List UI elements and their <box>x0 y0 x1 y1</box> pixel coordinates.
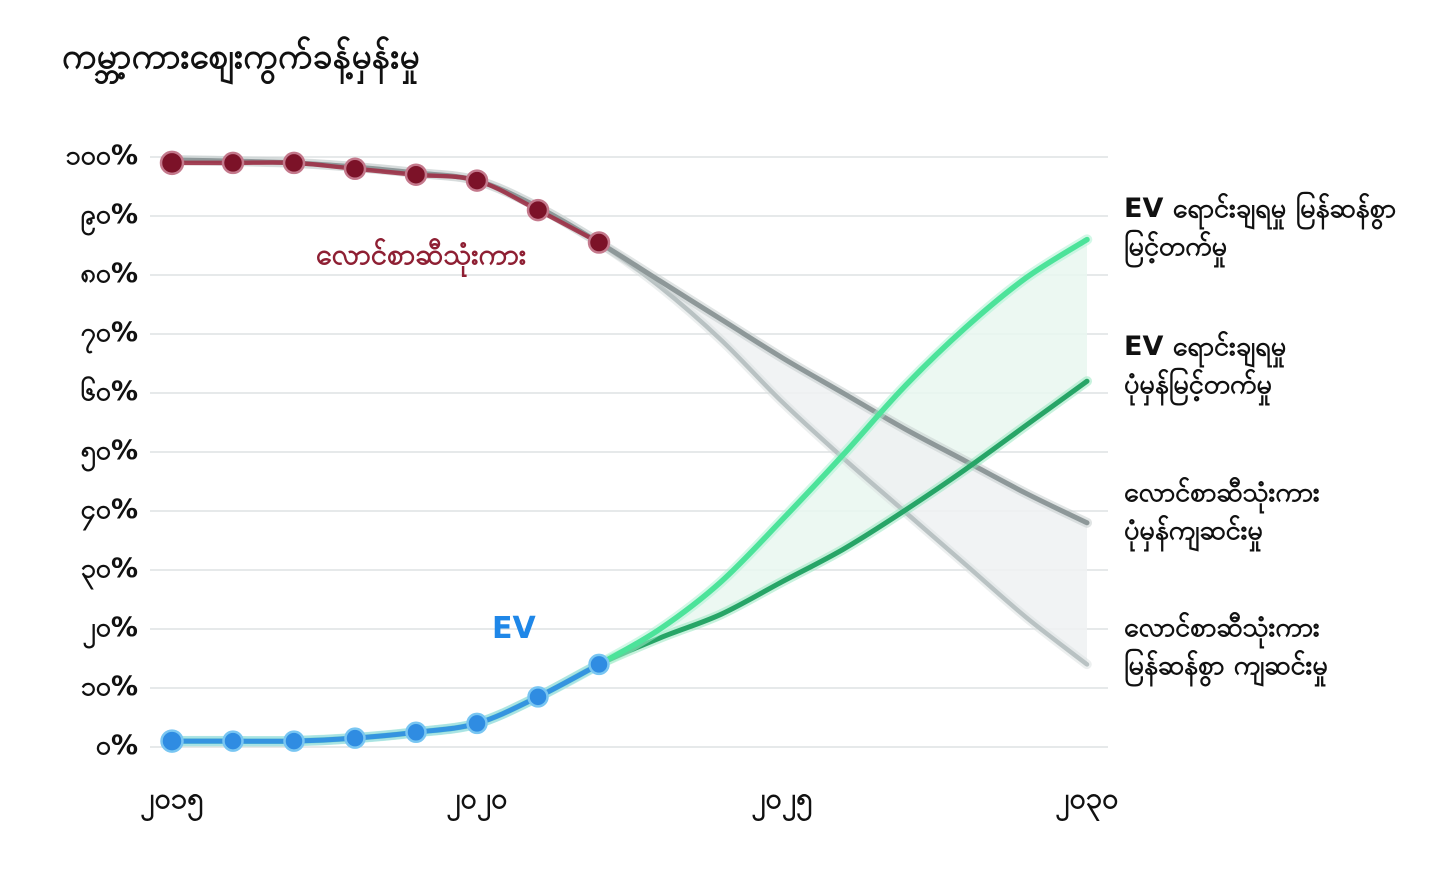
y-tick-label-40: ၄၀% <box>80 494 138 525</box>
marker-ev-history-2015 <box>160 729 184 753</box>
x-tick-label-2025: ၂၀၂၅ <box>751 781 813 815</box>
y-tick-label-50: ၅၀% <box>80 435 138 466</box>
annotation-ev-normal-rise: EV ရောင်းချရမှု ပုံမှန်မြင့်တက်မှု <box>1124 328 1455 404</box>
marker-ev-history-2016 <box>222 730 244 752</box>
annotation-ice-normal-decline: လောင်စာဆီသုံးကား ပုံမှန်ကျဆင်းမှု <box>1124 474 1455 550</box>
y-tick-label-90: ၉၀% <box>80 199 138 230</box>
y-tick-label-100: ၁၀၀% <box>65 140 138 171</box>
annotation-line: ပုံမှန်မြင့်တက်မှု <box>1124 369 1272 400</box>
x-tick-label-2015: ၂၀၁၅ <box>140 781 204 815</box>
annotation-line: မြန်ဆန်စွာ ကျဆင်းမှု <box>1124 650 1328 681</box>
marker-ev-history-2022 <box>588 653 610 676</box>
annotation-line: လောင်စာဆီသုံးကား <box>1124 477 1320 508</box>
x-tick-label-2020: ၂၀၂၀ <box>446 781 508 815</box>
marker-ice-history-2017 <box>282 151 306 175</box>
marker-ev-history-2020 <box>466 712 488 735</box>
chart-title: ကမ္ဘာ့ကားစျေးကွက်ခန့်မှန်းမှု <box>62 37 421 77</box>
marker-ice-history-2016 <box>221 151 245 175</box>
annotation-ev-rapid-rise: EV ရောင်းချရမှု မြန်ဆန်စွာ မြင့်တက်မှု <box>1124 190 1455 266</box>
y-tick-label-20: ၂၀% <box>82 612 138 643</box>
annotation-line: မြင့်တက်မှု <box>1124 231 1228 262</box>
marker-ice-history-2022 <box>587 231 611 254</box>
x-tick-label-2030: ၂၀၃၀ <box>1055 781 1119 815</box>
y-tick-label-10: ၁၀% <box>80 671 138 702</box>
y-tick-label-0: ၀% <box>95 730 138 761</box>
marker-ice-history-2020 <box>465 169 489 192</box>
annotation-ice-rapid-decline: လောင်စာဆီသုံးကား မြန်ဆန်စွာ ကျဆင်းမှု <box>1124 609 1455 685</box>
series-label-ev: EV <box>492 611 536 646</box>
marker-ice-history-2015 <box>159 150 185 176</box>
marker-ev-history-2021 <box>527 686 549 708</box>
y-tick-label-30: ၃၀% <box>80 553 138 584</box>
y-tick-label-60: ၆၀% <box>80 376 138 407</box>
series-label-ice: လောင်စာဆီသုံးကား <box>316 237 527 271</box>
ev-projection-band <box>599 239 1087 665</box>
annotation-line: လောင်စာဆီသုံးကား <box>1124 612 1320 643</box>
annotation-line: EV ရောင်းချရမှု မြန်ဆန်စွာ <box>1124 193 1396 224</box>
marker-ice-history-2019 <box>404 163 428 186</box>
y-tick-label-70: ၇၀% <box>80 317 138 348</box>
annotation-line: EV ရောင်းချရမှု <box>1124 331 1287 362</box>
marker-ice-history-2021 <box>526 198 550 222</box>
marker-ev-history-2019 <box>405 721 427 743</box>
marker-ev-history-2018 <box>344 727 366 749</box>
marker-ev-history-2017 <box>283 730 305 752</box>
annotation-line: ပုံမှန်ကျဆင်းမှု <box>1124 515 1263 546</box>
y-tick-label-80: ၈၀% <box>80 258 138 289</box>
marker-ice-history-2018 <box>343 157 367 181</box>
